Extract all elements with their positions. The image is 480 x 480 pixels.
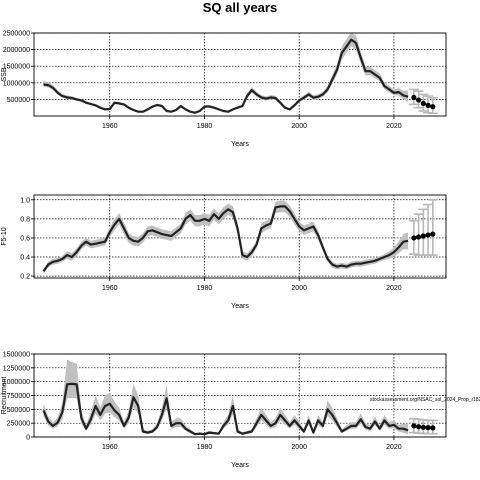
y-tick-label: 500000 xyxy=(7,97,30,104)
estimate-line xyxy=(43,38,409,114)
projection-point xyxy=(425,424,431,431)
y-tick-label: 1000000 xyxy=(3,379,30,386)
plot-frame xyxy=(33,32,447,117)
x-tick-label: 2020 xyxy=(386,123,402,130)
y-tick-label: 1500000 xyxy=(3,64,30,71)
x-tick-label: 2020 xyxy=(386,285,402,292)
x-tick-label: 1960 xyxy=(102,123,118,130)
projection-point xyxy=(415,424,422,430)
y-tick-label: 0.2 xyxy=(20,274,30,281)
projection-point xyxy=(420,424,426,430)
projection-point xyxy=(430,231,436,237)
y-tick-label: 0.8 xyxy=(20,216,30,223)
projection-point xyxy=(415,97,422,103)
y-tick-label: 1500000 xyxy=(3,352,30,359)
x-tick-label: 1980 xyxy=(197,123,213,130)
confidence-band xyxy=(43,32,409,113)
y-tick-label: 2000000 xyxy=(3,47,30,54)
y-tick-label: 750000 xyxy=(7,393,30,400)
y-tick-label: 1250000 xyxy=(3,365,30,372)
projection-point xyxy=(425,102,431,108)
projection-point xyxy=(425,232,431,238)
panel-2: 1960 1980 2000 2020 0.2 0.4 0.6 0.8 1.0 Years F5-1… xyxy=(1,194,447,310)
x-tick-label: 1960 xyxy=(102,285,118,292)
estimate-line xyxy=(42,382,409,436)
x-axis-label: Years xyxy=(231,303,249,310)
confidence-band xyxy=(43,200,409,274)
y-tick-label: 0.4 xyxy=(20,255,30,262)
x-tick-label: 1980 xyxy=(197,444,213,451)
y-axis-label: F5-10 xyxy=(1,227,8,245)
y-axis-label: SSB xyxy=(1,67,8,81)
projection-point xyxy=(411,235,417,241)
y-axis-label: Recruitment xyxy=(1,377,8,415)
x-tick-label: 1960 xyxy=(102,444,118,451)
projection-point xyxy=(420,100,426,106)
x-tick-label: 2000 xyxy=(291,285,307,292)
y-tick-label: 1000000 xyxy=(3,80,30,87)
y-tick-label: 250000 xyxy=(7,421,30,428)
projection-point xyxy=(420,233,426,239)
x-axis-label: Years xyxy=(231,141,249,148)
x-axis-label: Years xyxy=(231,462,249,469)
plot-frame xyxy=(33,194,447,279)
y-tick-label: 1.0 xyxy=(20,197,30,204)
panel-3: 1960 1980 2000 2020 0 250000 500000 750000 10000… xyxy=(1,352,480,470)
projection-point xyxy=(411,94,417,101)
estimate-line xyxy=(42,205,409,272)
x-tick-label: 2000 xyxy=(291,444,307,451)
y-tick-label: 0 xyxy=(26,435,30,442)
source-annotation: stockassessment.org/NSAC_sol_2024_Prop_r… xyxy=(370,397,480,403)
projection-point xyxy=(430,104,436,110)
y-tick-label: 0.6 xyxy=(20,235,30,242)
projection-point xyxy=(415,234,422,240)
y-tick-label: 500000 xyxy=(7,407,30,414)
x-tick-label: 2020 xyxy=(386,444,402,451)
projection-point xyxy=(430,425,436,431)
panel-1: 1960 1980 2000 2020 500000 1000000 1500000 2000… xyxy=(1,31,447,148)
y-tick-label: 2500000 xyxy=(3,31,30,38)
projection-point xyxy=(411,423,417,429)
x-tick-label: 2000 xyxy=(291,123,307,130)
x-tick-label: 1980 xyxy=(197,285,213,292)
chart-title: SQ all years xyxy=(203,0,277,15)
